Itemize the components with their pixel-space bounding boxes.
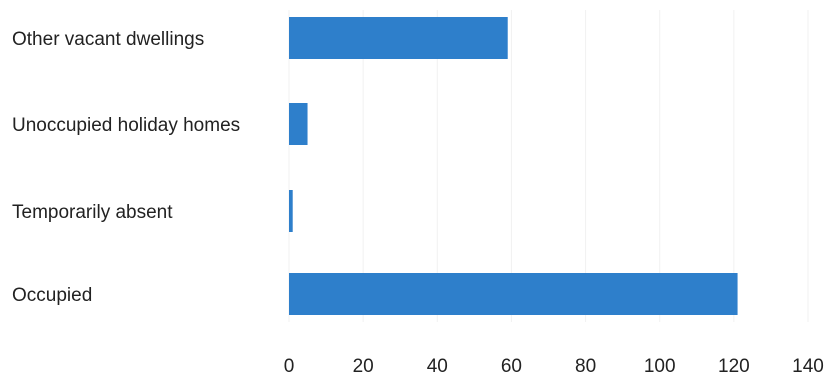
bars	[289, 17, 738, 315]
x-tick-label-40: 40	[427, 356, 448, 376]
category-label-other-vacant-dwellings: Other vacant dwellings	[12, 29, 204, 50]
x-tick-label-0: 0	[284, 356, 295, 376]
category-label-occupied: Occupied	[12, 285, 92, 306]
category-label-temporarily-absent: Temporarily absent	[12, 202, 173, 223]
bar-temporarily-absent	[289, 190, 293, 232]
x-tick-label-100: 100	[644, 356, 676, 376]
x-tick-label-20: 20	[353, 356, 374, 376]
x-tick-label-60: 60	[501, 356, 522, 376]
x-tick-label-120: 120	[718, 356, 750, 376]
bar-unoccupied-holiday-homes	[289, 103, 308, 145]
x-tick-label-140: 140	[792, 356, 824, 376]
bar-occupied	[289, 273, 738, 315]
x-tick-label-80: 80	[575, 356, 596, 376]
category-label-unoccupied-holiday-homes: Unoccupied holiday homes	[12, 115, 240, 136]
gridlines	[288, 10, 809, 322]
bar-other-vacant-dwellings	[289, 17, 508, 59]
category-labels: Other vacant dwellings Unoccupied holiday…	[12, 29, 240, 306]
x-axis-tick-labels: 0 20 40 60 80 100 120 140	[284, 356, 824, 376]
